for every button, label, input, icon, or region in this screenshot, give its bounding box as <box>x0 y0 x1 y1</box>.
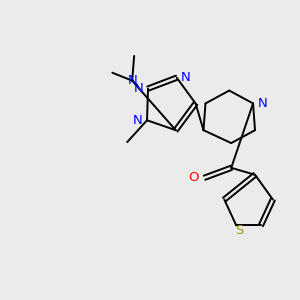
Text: N: N <box>127 74 137 87</box>
Text: N: N <box>133 82 143 95</box>
Text: O: O <box>188 171 199 184</box>
Text: N: N <box>132 114 142 127</box>
Text: S: S <box>235 224 243 237</box>
Text: N: N <box>258 97 268 110</box>
Text: N: N <box>181 71 190 84</box>
